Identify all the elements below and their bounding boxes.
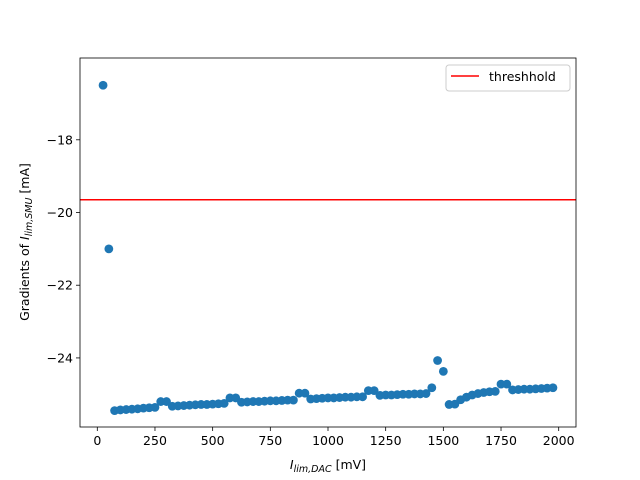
x-tick-label: 1000 [312,433,344,448]
y-tick-label: −24 [47,350,73,365]
legend: threshhold [445,64,571,92]
data-point [421,389,431,398]
data-point [438,366,448,376]
x-tick-label: 750 [258,433,282,448]
legend-threshold-label: threshhold [489,69,556,84]
plot-frame [79,57,577,428]
axis-ticks: 0 250 500 750 1000 1250 1500 1750 2000 −24 −22 −20 −… [47,132,575,448]
x-tick-label: 1750 [485,433,517,448]
data-point [98,80,108,90]
data-point [288,395,298,405]
x-tick-label: 1500 [427,433,459,448]
x-axis-label: Ilim,DAC [mV] [290,457,366,475]
y-axis-label-sub: lim,SMU [24,198,35,237]
data-point [300,388,310,398]
y-tick-label: −20 [47,205,73,220]
y-tick-label: −18 [47,132,73,147]
y-axis-label-unit: [mA] [17,163,32,197]
data-point [219,398,229,408]
data-point [358,392,368,402]
data-point [433,356,442,365]
x-tick-label: 1250 [370,433,402,448]
data-point [502,379,512,389]
y-tick-label: −22 [47,278,73,293]
x-tick-label: 250 [143,433,167,448]
data-point [104,244,114,254]
x-axis-label-unit: [mV] [332,457,366,472]
data-point [150,402,160,412]
data-point [548,383,558,393]
data-point [427,383,437,393]
x-tick-label: 500 [201,433,225,448]
y-axis-label: Gradients of Ilim,SMU [mA] [17,163,35,321]
y-axis-label-prefix: Gradients of [17,240,32,321]
x-tick-label: 2000 [543,433,575,448]
x-axis-label-sub: lim,DAC [294,464,332,475]
y-axis-label-main: I [17,236,32,240]
x-tick-label: 0 [93,433,101,448]
scatter-points [98,80,558,416]
legend-box [445,64,571,92]
x-axis-label-main: I [290,457,294,472]
data-point [490,386,500,396]
